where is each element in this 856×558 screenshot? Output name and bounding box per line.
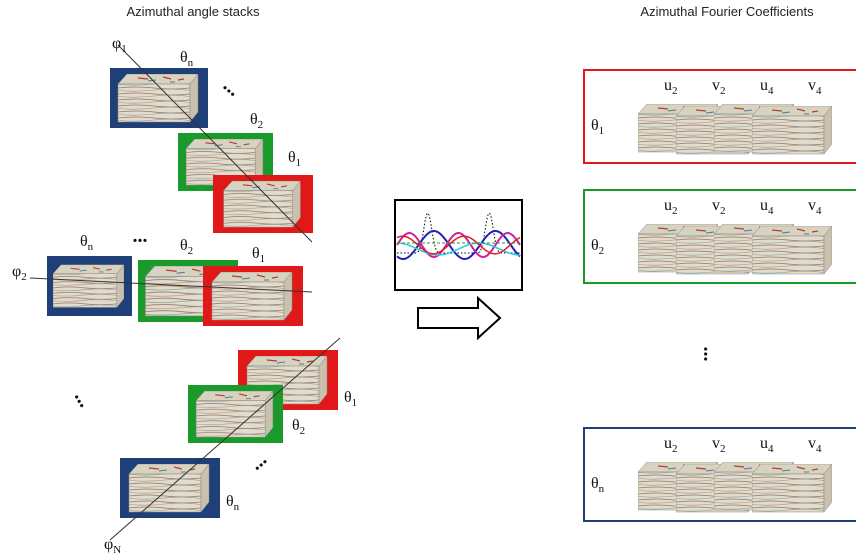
stack-label: ...: [219, 74, 245, 100]
symbol: u: [760, 435, 768, 452]
symbol: v: [712, 197, 720, 214]
subscript: 2: [672, 85, 678, 97]
subscript: n: [88, 241, 94, 253]
stack-label: ...: [245, 448, 271, 474]
symbol: u: [760, 197, 768, 214]
subscript: 4: [768, 205, 774, 217]
subscript: 1: [352, 397, 358, 409]
stack-label: θn: [226, 493, 240, 513]
symbol: θ: [591, 237, 599, 254]
symbol: θ: [250, 111, 258, 128]
symbol: v: [808, 197, 816, 214]
symbol: θ: [288, 149, 296, 166]
seismic-cube: [752, 226, 832, 274]
subscript: 2: [188, 245, 194, 257]
stack-label: φ1: [112, 35, 127, 55]
symbol: θ: [591, 117, 599, 134]
stack-label: θn: [180, 49, 194, 69]
left-title: Azimuthal angle stacks: [127, 4, 260, 19]
seismic-cube: [752, 464, 832, 512]
symbol: θ: [180, 49, 188, 66]
subscript: 2: [258, 119, 264, 131]
stack-label: θ2: [292, 417, 305, 437]
symbol: u: [664, 435, 672, 452]
angle-stacks: [47, 68, 338, 518]
symbol: φ: [112, 35, 121, 52]
subscript: 2: [720, 85, 726, 97]
vertical-ellipsis: ...: [699, 347, 721, 362]
right-title: Azimuthal Fourier Coefficients: [640, 4, 814, 19]
subscript: 1: [296, 157, 302, 169]
symbol: u: [760, 77, 768, 94]
symbol: u: [664, 197, 672, 214]
stack-label: θ2: [180, 237, 193, 257]
symbol: v: [712, 435, 720, 452]
subscript: 2: [300, 425, 306, 437]
stack-label: θ1: [252, 245, 265, 265]
subscript: 4: [816, 85, 822, 97]
subscript: 1: [260, 253, 266, 265]
stack-label: ...: [70, 387, 97, 411]
curve-box: [395, 200, 522, 290]
symbol: φ: [12, 263, 21, 280]
subscript: 1: [599, 125, 605, 137]
symbol: θ: [292, 417, 300, 434]
subscript: 4: [768, 85, 774, 97]
seismic-cube: [53, 265, 124, 308]
symbol: v: [808, 77, 816, 94]
symbol: θ: [180, 237, 188, 254]
seismic-cube: [224, 181, 301, 227]
diagram: Azimuthal angle stacks Azimuthal Fourier…: [0, 0, 856, 558]
symbol: v: [808, 435, 816, 452]
subscript: 4: [816, 205, 822, 217]
subscript: 1: [121, 43, 127, 55]
subscript: 2: [21, 271, 27, 283]
subscript: n: [234, 501, 240, 513]
phin-line: [110, 338, 340, 540]
subscript: N: [113, 544, 121, 556]
symbol: u: [664, 77, 672, 94]
stack-label: θ2: [250, 111, 263, 131]
symbol: θ: [591, 475, 599, 492]
stack-label: φN: [104, 536, 121, 556]
seismic-cube: [118, 74, 198, 122]
seismic-cube: [212, 272, 292, 320]
subscript: 2: [720, 205, 726, 217]
subscript: 4: [816, 443, 822, 455]
subscript: 4: [768, 443, 774, 455]
seismic-cube: [752, 106, 832, 154]
subscript: 2: [720, 443, 726, 455]
subscript: 2: [672, 205, 678, 217]
symbol: θ: [344, 389, 352, 406]
subscript: 2: [672, 443, 678, 455]
subscript: 2: [599, 245, 605, 257]
symbol: θ: [252, 245, 260, 262]
symbol: φ: [104, 536, 113, 553]
subscript: n: [599, 483, 605, 495]
stack-label: φ2: [12, 263, 27, 283]
arrow: [418, 298, 500, 338]
stack-label: θn: [80, 233, 94, 253]
symbol: v: [712, 77, 720, 94]
subscript: n: [188, 57, 194, 69]
symbol: θ: [226, 493, 234, 510]
stack-label: θ1: [288, 149, 301, 169]
stack-label: θ1: [344, 389, 357, 409]
symbol: θ: [80, 233, 88, 250]
stack-label: ...: [133, 225, 148, 247]
